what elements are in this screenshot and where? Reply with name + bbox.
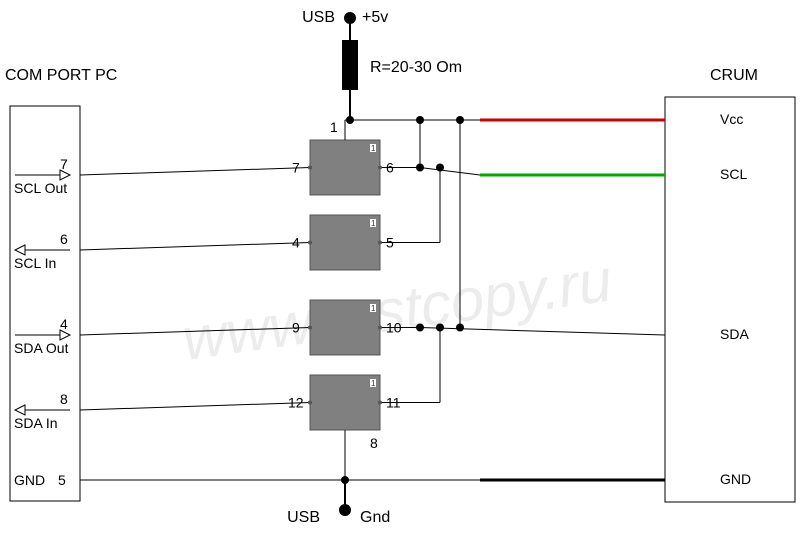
com-pin-5: 5	[58, 472, 66, 488]
com-sda-in-label: SDA In	[14, 415, 58, 431]
com-pin-8: 8	[60, 391, 68, 407]
resistor	[342, 40, 358, 90]
com-sda-out-label: SDA Out	[14, 340, 69, 356]
resistor-label: R=20-30 Om	[370, 59, 462, 76]
crum-sda-label: SDA	[720, 326, 749, 342]
gate-3	[310, 300, 380, 355]
com-gnd-label: GND	[14, 472, 45, 488]
circuit-diagram: www.testcopy.ru COM PORT PC CRUM Vcc SCL SDA G…	[0, 0, 800, 537]
usb-gnd-dot	[339, 504, 351, 516]
com-pin-7: 7	[60, 156, 68, 172]
crum-box	[665, 97, 795, 502]
com-pin-6: 6	[60, 231, 68, 247]
com-scl-in-label: SCL In	[14, 255, 56, 271]
com-port-box	[10, 106, 80, 501]
pin-1: 1	[330, 119, 338, 135]
usb-top-label: USB	[302, 9, 335, 26]
crum-title: CRUM	[710, 67, 758, 84]
crum-vcc-label: Vcc	[720, 111, 743, 127]
svg-text:1: 1	[371, 304, 376, 313]
svg-text:1: 1	[371, 144, 376, 153]
com-port-title: COM PORT PC	[5, 67, 117, 84]
gate-1	[310, 140, 380, 195]
usb-gnd-label: Gnd	[360, 509, 390, 526]
svg-text:1: 1	[371, 219, 376, 228]
gate-2	[310, 215, 380, 270]
com-pin-4: 4	[60, 316, 68, 332]
usb-5v-label: +5v	[362, 9, 388, 26]
usb-bot-label: USB	[287, 509, 320, 526]
crum-scl-label: SCL	[720, 166, 747, 182]
crum-gnd-label: GND	[720, 471, 751, 487]
com-scl-out-label: SCL Out	[14, 180, 67, 196]
svg-text:1: 1	[371, 379, 376, 388]
gate-4	[310, 375, 380, 430]
watermark: www.testcopy.ru	[178, 246, 615, 373]
pin-8: 8	[370, 435, 378, 451]
